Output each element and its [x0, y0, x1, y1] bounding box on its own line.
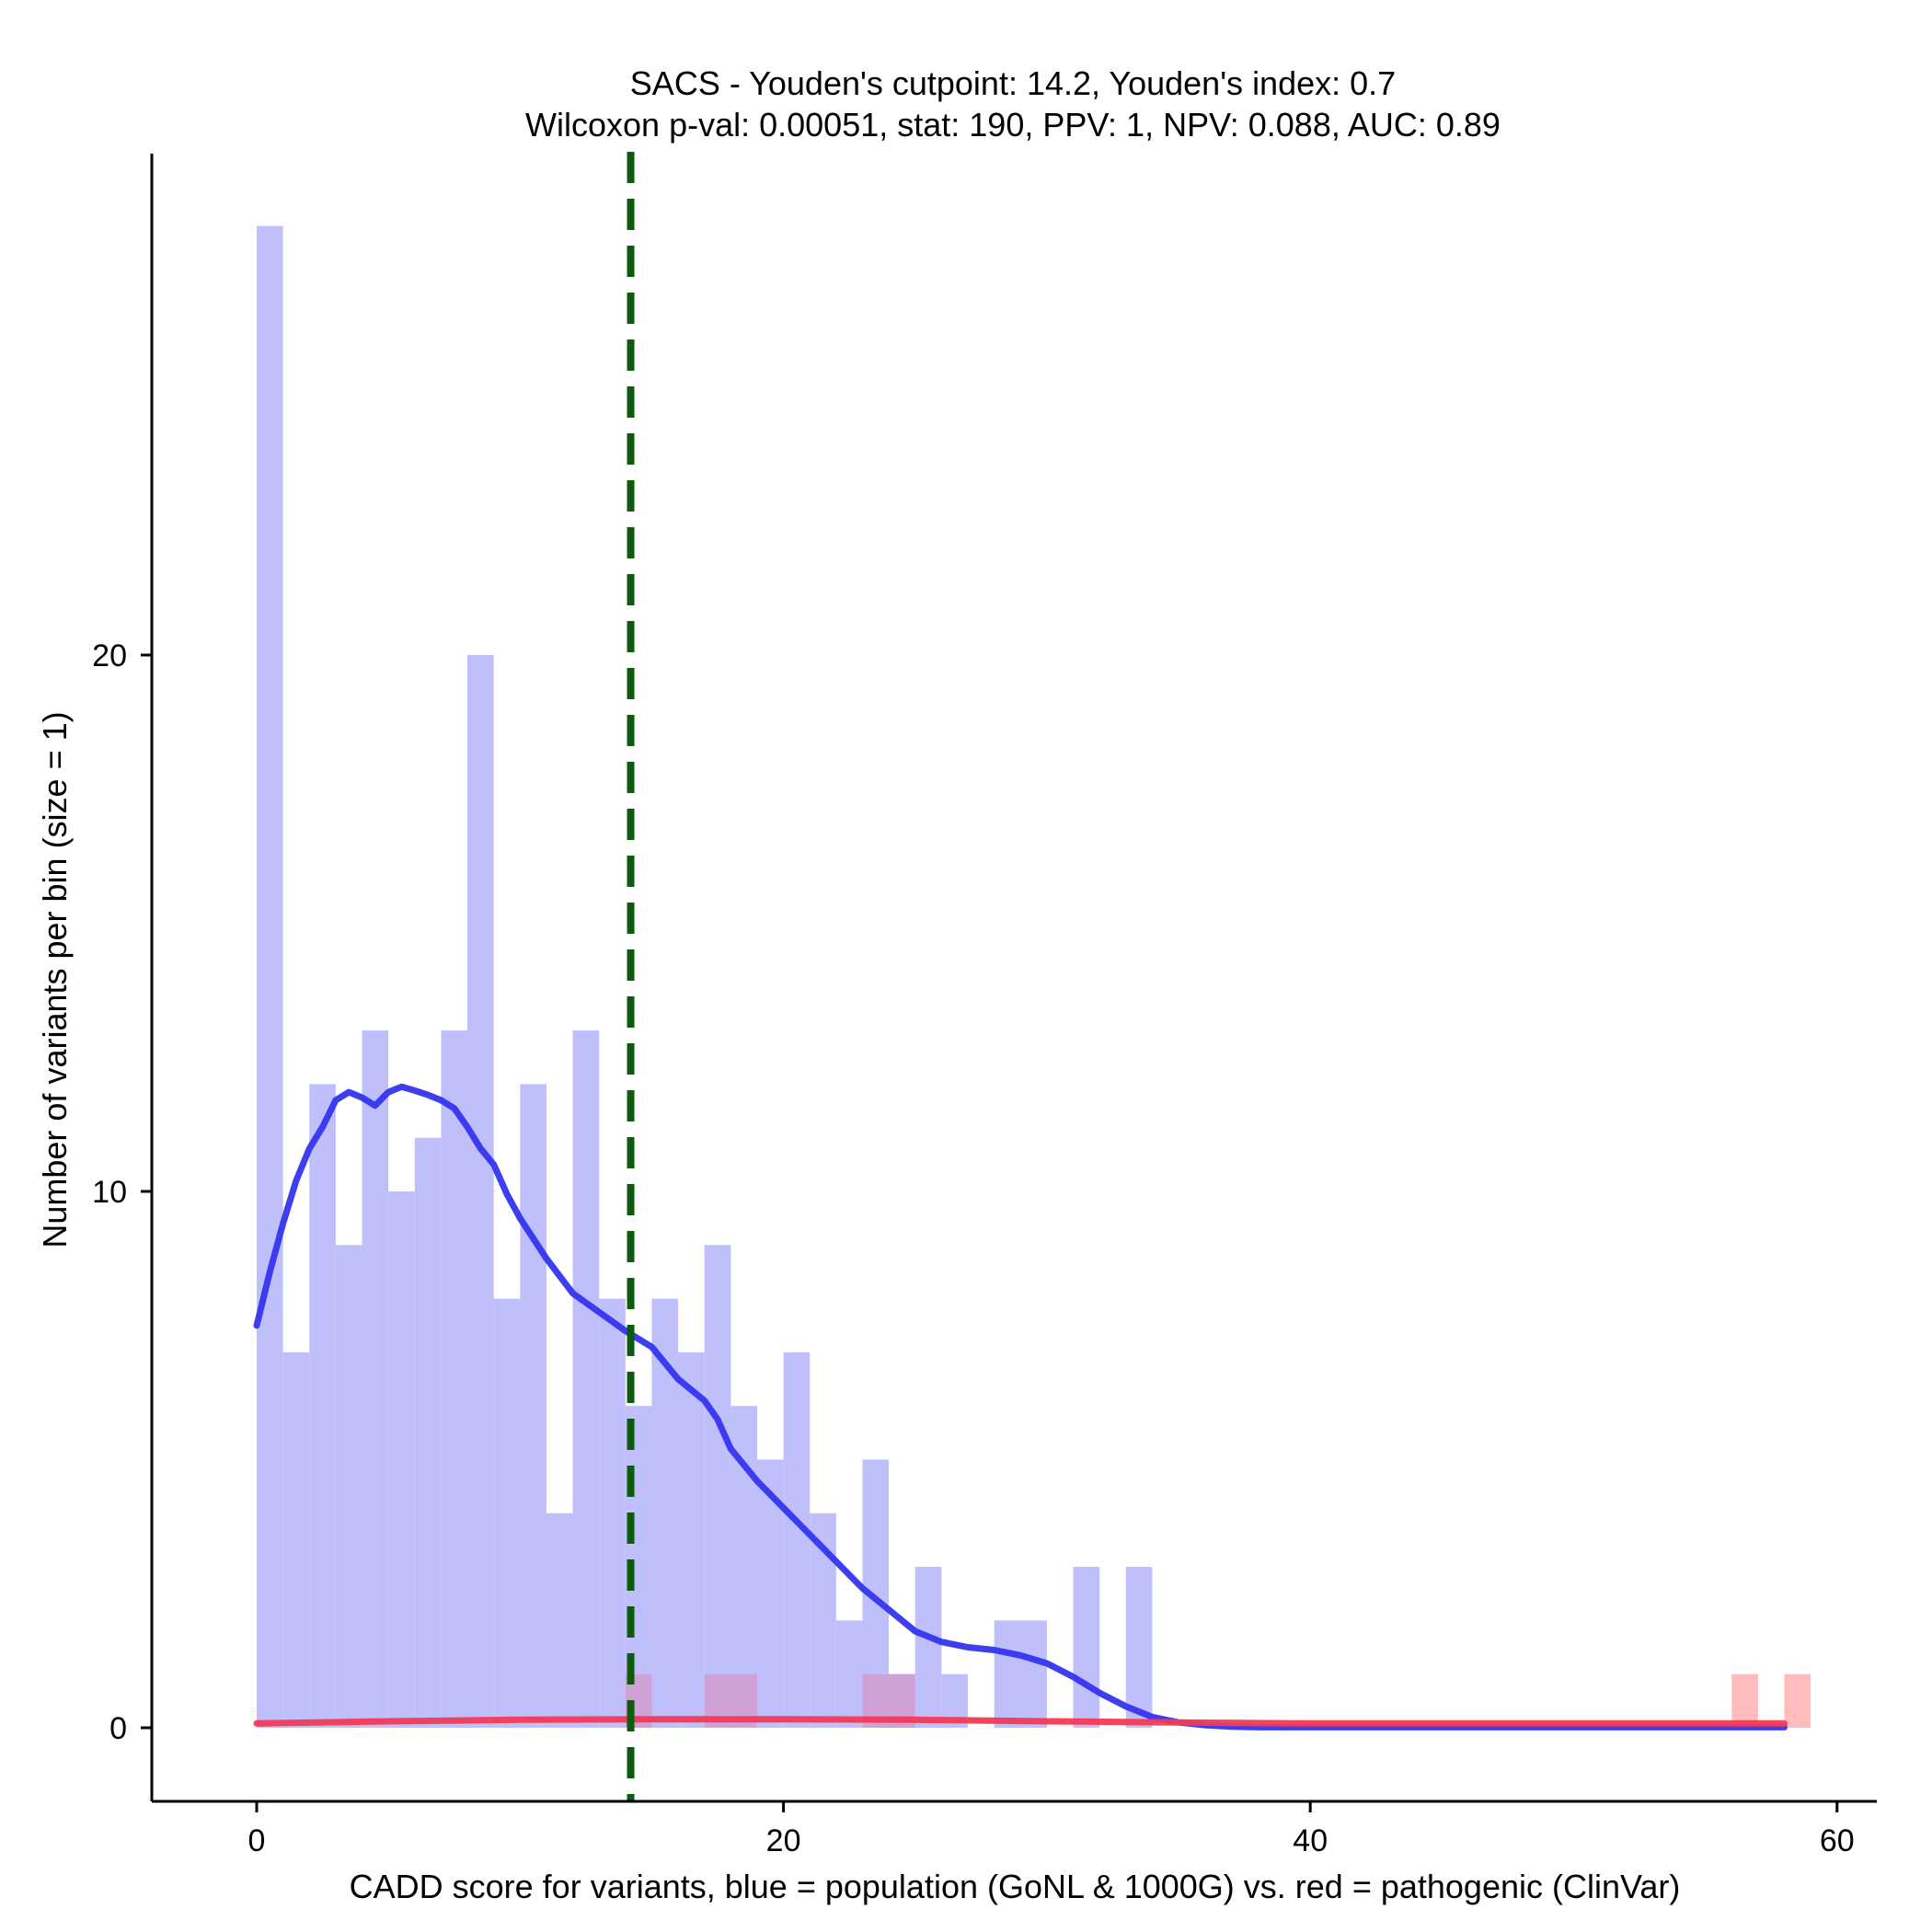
population-bar	[994, 1620, 1021, 1728]
chart-title: SACS - Youden's cutpoint: 14.2, Youden's…	[630, 64, 1396, 102]
population-bar	[783, 1351, 811, 1728]
population-bar	[441, 1030, 468, 1728]
population-bar	[914, 1567, 942, 1728]
population-bar	[493, 1298, 521, 1728]
pathogenic-density-curve	[253, 1716, 1788, 1727]
y-ticks: 0 10 20	[92, 638, 152, 1746]
x-ticks: 0 20 40 60	[248, 1801, 1855, 1858]
x-tick-label: 40	[1293, 1823, 1328, 1858]
x-axis-label: CADD score for variants, blue = populati…	[350, 1868, 1681, 1905]
chart-subtitle: Wilcoxon p-val: 0.00051, stat: 190, PPV:…	[525, 106, 1501, 144]
population-bar	[599, 1298, 626, 1728]
density-layer	[253, 1083, 1788, 1731]
x-tick-label: 60	[1820, 1823, 1855, 1858]
population-bar	[520, 1084, 546, 1728]
bars-layer	[257, 225, 1811, 1729]
population-bar	[467, 655, 494, 1728]
y-tick-label: 0	[109, 1711, 127, 1746]
population-bar	[835, 1620, 863, 1728]
population-bar	[1020, 1620, 1047, 1728]
pathogenic-bar	[1731, 1673, 1758, 1728]
population-bar	[704, 1245, 731, 1728]
population-bar	[388, 1191, 415, 1728]
population-bar	[257, 225, 283, 1729]
population-bar	[414, 1137, 442, 1728]
population-bar	[335, 1245, 362, 1728]
y-tick-label: 10	[92, 1175, 127, 1210]
population-bar	[1073, 1567, 1100, 1728]
population-bar	[546, 1512, 573, 1728]
population-bar	[678, 1351, 705, 1728]
population-bar	[282, 1351, 310, 1728]
x-tick-label: 20	[766, 1823, 801, 1858]
y-tick-label: 20	[92, 638, 127, 673]
population-bar	[1125, 1567, 1153, 1728]
population-bar	[309, 1084, 336, 1728]
population-bar	[572, 1030, 600, 1728]
x-tick-label: 0	[248, 1823, 266, 1858]
population-bar	[362, 1030, 389, 1728]
y-axis-label: Number of variants per bin (size = 1)	[36, 711, 74, 1248]
pathogenic-bar	[1784, 1673, 1811, 1728]
